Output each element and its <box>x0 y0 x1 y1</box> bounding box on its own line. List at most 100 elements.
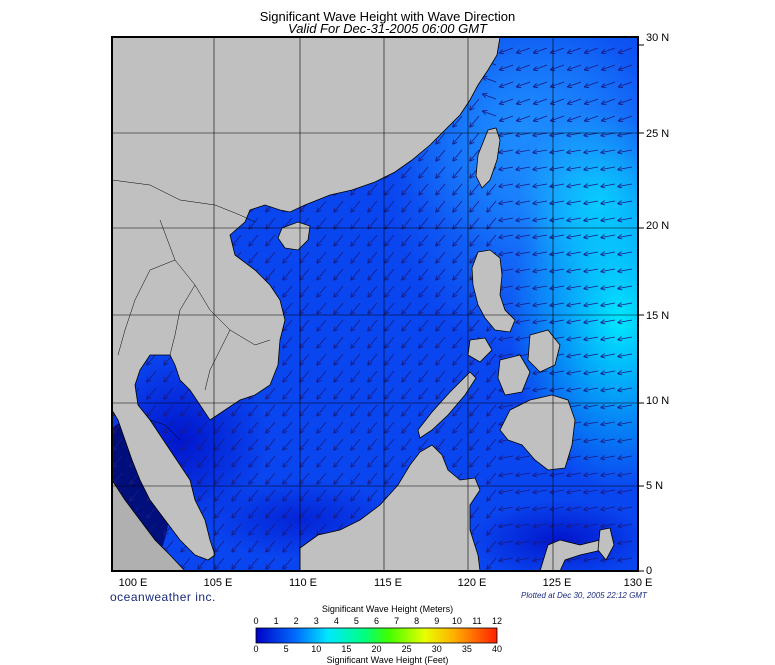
wave-direction-arrow <box>567 507 582 510</box>
wave-direction-arrow <box>453 370 463 382</box>
wave-direction-arrow <box>181 438 191 450</box>
wave-direction-arrow <box>419 285 429 297</box>
wave-direction-arrow <box>385 438 395 450</box>
wave-direction-arrow <box>249 540 259 552</box>
wave-direction-arrow <box>300 438 310 450</box>
wave-direction-arrow <box>618 558 633 561</box>
wave-direction-arrow <box>283 268 293 280</box>
wave-direction-arrow <box>453 183 463 195</box>
wave-direction-arrow <box>419 336 429 348</box>
wave-direction-arrow <box>402 438 412 450</box>
wave-direction-arrow <box>215 506 225 518</box>
wave-direction-arrow <box>534 115 548 121</box>
wave-direction-arrow <box>550 218 565 221</box>
wave-direction-arrow <box>618 269 633 272</box>
land-mainland-asia <box>112 37 501 561</box>
wave-direction-arrow <box>533 167 548 170</box>
wave-direction-arrow <box>601 473 616 476</box>
wave-direction-arrow <box>568 98 582 104</box>
wave-direction-arrow <box>266 523 276 535</box>
wave-direction-arrow <box>402 387 412 399</box>
lat-label-5n: 5 N <box>646 480 663 492</box>
wave-direction-arrow <box>266 421 276 433</box>
wave-direction-arrow <box>516 167 531 170</box>
wave-direction-arrow <box>334 285 344 297</box>
wave-direction-arrow <box>351 472 361 484</box>
wave-direction-arrow <box>567 150 582 153</box>
wave-direction-arrow <box>334 455 344 467</box>
wave-direction-arrow <box>300 472 310 484</box>
wave-direction-arrow <box>351 234 361 246</box>
wave-direction-arrow <box>402 336 412 348</box>
wave-direction-arrow <box>453 234 463 246</box>
wave-direction-arrow <box>266 506 276 518</box>
lon-label-125e: 125 E <box>543 577 572 589</box>
wave-direction-arrow <box>584 133 599 136</box>
wave-direction-arrow <box>470 183 480 195</box>
wave-direction-arrow <box>516 490 531 493</box>
wave-direction-arrow <box>584 218 599 221</box>
wave-direction-arrow <box>283 404 293 416</box>
wave-direction-arrow <box>385 455 395 467</box>
wave-direction-arrow <box>402 455 412 467</box>
wave-direction-arrow <box>385 200 395 212</box>
wave-direction-arrow <box>470 149 480 161</box>
wave-direction-arrow <box>368 268 378 280</box>
wave-direction-arrow <box>601 524 616 527</box>
wave-direction-arrow <box>368 455 378 467</box>
latitude-labels: 30 N 25 N 20 N 15 N 10 N 5 N 0 <box>646 32 669 577</box>
wave-direction-arrow <box>453 115 463 127</box>
colorbar-meter-tick: 9 <box>434 616 440 626</box>
wave-direction-arrow <box>516 558 531 561</box>
colorbar-meter-tick: 2 <box>293 616 299 626</box>
wave-direction-arrow <box>385 387 395 399</box>
wave-direction-arrow <box>584 286 599 289</box>
wave-direction-arrow <box>550 371 565 374</box>
wave-direction-arrow <box>436 319 446 331</box>
land-mindanao <box>499 394 576 471</box>
wave-direction-arrow <box>618 490 633 493</box>
wave-direction-arrow <box>601 218 616 221</box>
wave-direction-arrow <box>385 404 395 416</box>
wave-direction-arrow <box>567 218 582 221</box>
wave-direction-arrow <box>618 456 633 459</box>
wave-direction-arrow <box>618 473 633 476</box>
wave-direction-arrow <box>517 64 531 70</box>
wave-direction-arrow <box>602 64 616 70</box>
wave-direction-arrow <box>283 489 293 501</box>
wave-direction-arrow <box>402 217 412 229</box>
wave-direction-arrow <box>550 490 565 493</box>
colorbar-meter-tick: 10 <box>451 616 462 626</box>
wave-direction-arrow <box>517 98 531 104</box>
wave-direction-arrow <box>317 370 327 382</box>
wave-direction-arrow <box>601 184 616 187</box>
wave-direction-arrow <box>436 200 446 212</box>
wave-direction-arrow <box>351 404 361 416</box>
wave-direction-arrow <box>550 184 565 187</box>
wave-direction-arrow <box>436 234 446 246</box>
lon-label-120e: 120 E <box>458 577 487 589</box>
wave-direction-arrow <box>618 320 633 323</box>
wave-direction-arrow <box>499 337 514 340</box>
wave-direction-arrow <box>419 217 429 229</box>
wave-direction-arrow <box>602 47 616 53</box>
wave-direction-arrow <box>215 421 225 433</box>
wave-direction-arrow <box>232 540 242 552</box>
wave-direction-arrow <box>181 387 191 399</box>
wave-direction-arrow <box>516 337 531 340</box>
wave-direction-arrow <box>334 404 344 416</box>
wave-direction-arrow <box>487 523 497 535</box>
wave-direction-arrow <box>385 319 395 331</box>
wave-direction-arrow <box>585 115 599 121</box>
wave-direction-arrow <box>499 507 514 510</box>
wave-direction-arrow <box>249 557 259 569</box>
wave-direction-arrow <box>567 235 582 238</box>
wave-direction-arrow <box>419 200 429 212</box>
wave-direction-arrow <box>181 421 191 433</box>
wave-direction-arrow <box>334 200 344 212</box>
wave-direction-arrow <box>499 558 514 561</box>
wave-direction-arrow <box>550 252 565 255</box>
land-masses <box>112 37 615 571</box>
colorbar-meter-tick: 5 <box>353 616 359 626</box>
wave-direction-arrow <box>601 456 616 459</box>
